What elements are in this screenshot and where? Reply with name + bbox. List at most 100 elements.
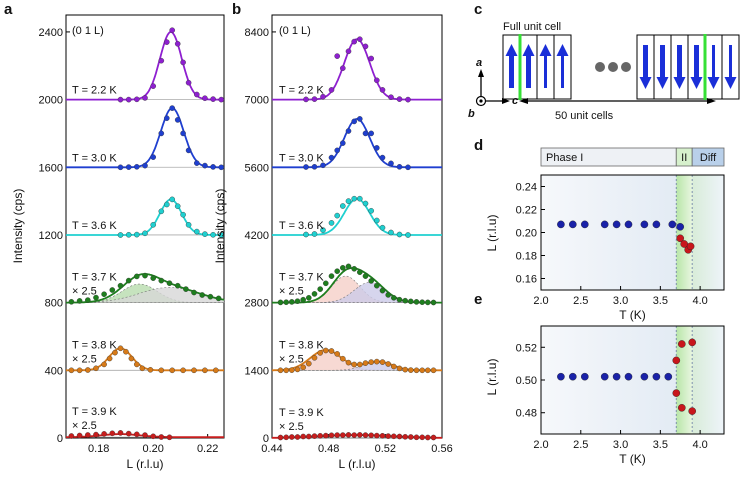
phase-region-I bbox=[541, 326, 677, 434]
data-point-red bbox=[676, 234, 685, 243]
data-point-blue bbox=[581, 372, 589, 381]
chart-a-ytick-label: 0 bbox=[57, 433, 63, 445]
data-point bbox=[117, 164, 124, 171]
spin-arrowhead-up bbox=[505, 44, 518, 56]
data-point bbox=[345, 263, 352, 270]
scale-label-a-5: × 2.5 bbox=[72, 420, 97, 432]
data-point bbox=[169, 27, 175, 34]
chart-d: L (r.l.u) 0.16 0.18 0.20 0.22 0.24 2.0 2.5 3.0 3… bbox=[485, 147, 725, 322]
data-point bbox=[185, 221, 192, 228]
data-point bbox=[277, 367, 284, 374]
data-point bbox=[424, 299, 431, 306]
scale-label-a-3: × 2.5 bbox=[72, 286, 97, 298]
phase-region-II bbox=[676, 175, 693, 290]
data-point bbox=[218, 96, 225, 103]
chart-b-ytick-label: 8400 bbox=[245, 27, 269, 39]
data-point bbox=[150, 221, 156, 228]
scale-label-b-5: × 2.5 bbox=[279, 421, 304, 433]
data-point bbox=[85, 367, 91, 373]
data-point bbox=[193, 228, 200, 235]
series-label-b-0: T = 2.2 K bbox=[279, 85, 324, 97]
data-point bbox=[320, 227, 326, 233]
data-point bbox=[317, 350, 324, 356]
data-point bbox=[339, 264, 346, 271]
data-point bbox=[405, 164, 411, 171]
phase-region-I bbox=[541, 175, 677, 290]
data-point bbox=[424, 434, 431, 441]
chart-a-ytick-label: 400 bbox=[45, 365, 63, 377]
data-point bbox=[413, 299, 420, 305]
data-point bbox=[93, 431, 99, 438]
data-point bbox=[311, 354, 318, 361]
data-point-blue bbox=[600, 372, 609, 381]
data-point bbox=[328, 220, 335, 226]
chart-e-xtick-label: 2.5 bbox=[573, 439, 588, 451]
data-point bbox=[385, 292, 392, 298]
data-point bbox=[300, 433, 307, 440]
chart-d-ytick-label: 0.20 bbox=[516, 228, 537, 240]
data-point bbox=[379, 224, 386, 231]
data-point bbox=[405, 96, 411, 103]
data-point bbox=[419, 299, 426, 306]
data-point bbox=[396, 163, 403, 170]
data-point bbox=[125, 96, 132, 103]
data-point-blue bbox=[612, 372, 621, 381]
data-point bbox=[373, 358, 380, 365]
data-point bbox=[396, 296, 403, 303]
data-point bbox=[215, 295, 222, 302]
data-point bbox=[311, 231, 318, 237]
chart-a-ytick-label: 1200 bbox=[39, 230, 63, 242]
chart-b-xtick-label: 0.44 bbox=[261, 443, 282, 455]
data-point bbox=[328, 348, 335, 354]
chart-d-ytick-label: 0.22 bbox=[516, 205, 537, 217]
data-point bbox=[133, 96, 140, 103]
chart-e-ytick-label: 0.50 bbox=[516, 375, 537, 387]
data-point bbox=[311, 96, 318, 102]
axis-c-arrowhead bbox=[502, 98, 510, 104]
panel-label-c: c bbox=[474, 1, 482, 18]
data-point bbox=[430, 367, 437, 374]
data-point bbox=[334, 268, 341, 275]
data-point bbox=[68, 367, 75, 374]
data-point bbox=[390, 363, 397, 370]
data-point bbox=[303, 96, 309, 103]
series-label-a-5: T = 3.9 K bbox=[72, 406, 117, 418]
data-point bbox=[390, 433, 397, 440]
chart-a-ytick-label: 800 bbox=[45, 298, 63, 310]
spin-arrowhead-down bbox=[707, 77, 720, 89]
ellipsis-dots bbox=[595, 62, 631, 72]
chart-a-ylabel: Intensity (cps) bbox=[11, 189, 25, 264]
series-label-a-2: T = 3.6 K bbox=[72, 220, 117, 232]
data-point bbox=[368, 55, 375, 62]
chart-a-ytick-label: 2400 bbox=[39, 27, 63, 39]
span-arrowhead-left bbox=[519, 98, 528, 104]
data-point bbox=[334, 212, 341, 219]
chart-a-ytick-label: 2000 bbox=[39, 95, 63, 107]
data-point-blue bbox=[581, 220, 589, 229]
series-label-a-0: T = 2.2 K bbox=[72, 85, 117, 97]
data-point bbox=[356, 36, 363, 43]
data-point bbox=[112, 349, 118, 356]
data-point-red bbox=[672, 356, 681, 365]
chart-e-ytick-label: 0.48 bbox=[516, 408, 537, 420]
data-point bbox=[158, 130, 165, 137]
data-point bbox=[339, 355, 346, 362]
data-point bbox=[339, 203, 346, 209]
data-point bbox=[345, 432, 352, 438]
data-point bbox=[150, 433, 156, 440]
panel-c-diagram: Full unit cell a b c 50 unit cells bbox=[468, 21, 740, 122]
data-point bbox=[424, 367, 431, 374]
chart-b-xtick-label: 0.52 bbox=[375, 443, 396, 455]
data-point bbox=[166, 280, 173, 287]
data-point-red bbox=[678, 340, 686, 348]
data-point bbox=[85, 432, 91, 438]
chart-d-ytick-label: 0.16 bbox=[516, 274, 537, 286]
data-point bbox=[158, 367, 165, 374]
full-unit-cell bbox=[502, 34, 572, 100]
axis-a-arrowhead bbox=[478, 69, 484, 77]
chart-e-ytick-label: 0.52 bbox=[516, 342, 537, 354]
data-point bbox=[328, 154, 335, 161]
panel-label-e: e bbox=[474, 291, 482, 308]
data-point bbox=[150, 154, 156, 160]
data-point bbox=[373, 145, 380, 151]
